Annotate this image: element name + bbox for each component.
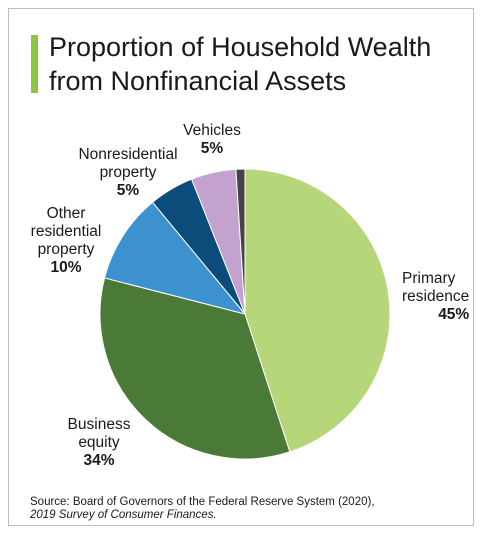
source-line-2: 2019 Survey of Consumer Finances. [30,509,217,521]
slice-label-nonresidential-property: Nonresidential property 5% [62,146,194,200]
chart-title-line-2: from Nonfinancial Assets [49,66,347,96]
slice-label-other-residential-property: Other residential property 10% [18,205,114,277]
chart-title-line-1: Proportion of Household Wealth [49,32,432,62]
slice-value-business-equity: 34% [83,452,115,469]
slice-label-primary-residence-line-1: Primary [402,270,456,287]
pie-slice-primary-residence [244,168,391,453]
slice-value-other-residential-property: 10% [50,259,82,276]
slice-label-business-equity-line-2: equity [78,434,120,451]
slice-label-vehicles-line-1: Vehicles [183,122,241,139]
pie-slice-other-small [235,168,246,315]
slice-label-other-residential-line-3: property [37,241,95,258]
slice-value-vehicles: 5% [200,140,224,157]
slice-label-vehicles: Vehicles 5% [172,122,252,158]
slice-label-business-equity-line-1: Business [67,416,131,433]
pie-slice-business-equity [99,277,291,460]
slice-label-business-equity: Business equity 34% [58,416,140,470]
title-accent-bar [31,35,38,93]
source-line-1: Source: Board of Governors of the Federa… [30,496,375,508]
slice-label-nonresidential-line-2: property [99,164,157,181]
slice-label-primary-residence-line-2: residence [402,288,470,305]
pie-slice-other-residential-property [103,201,247,315]
slice-value-primary-residence: 45% [438,306,470,323]
chart-title: Proportion of Household Wealth from Nonf… [49,30,469,98]
slice-label-other-residential-line-2: residential [30,223,102,240]
slice-label-other-residential-line-1: Other [46,205,86,222]
slice-label-primary-residence: Primary residence 45% [402,270,469,324]
slice-value-nonresidential-property: 5% [116,182,140,199]
slice-label-nonresidential-line-1: Nonresidential [78,146,178,163]
chart-source-note: Source: Board of Governors of the Federa… [30,496,470,522]
